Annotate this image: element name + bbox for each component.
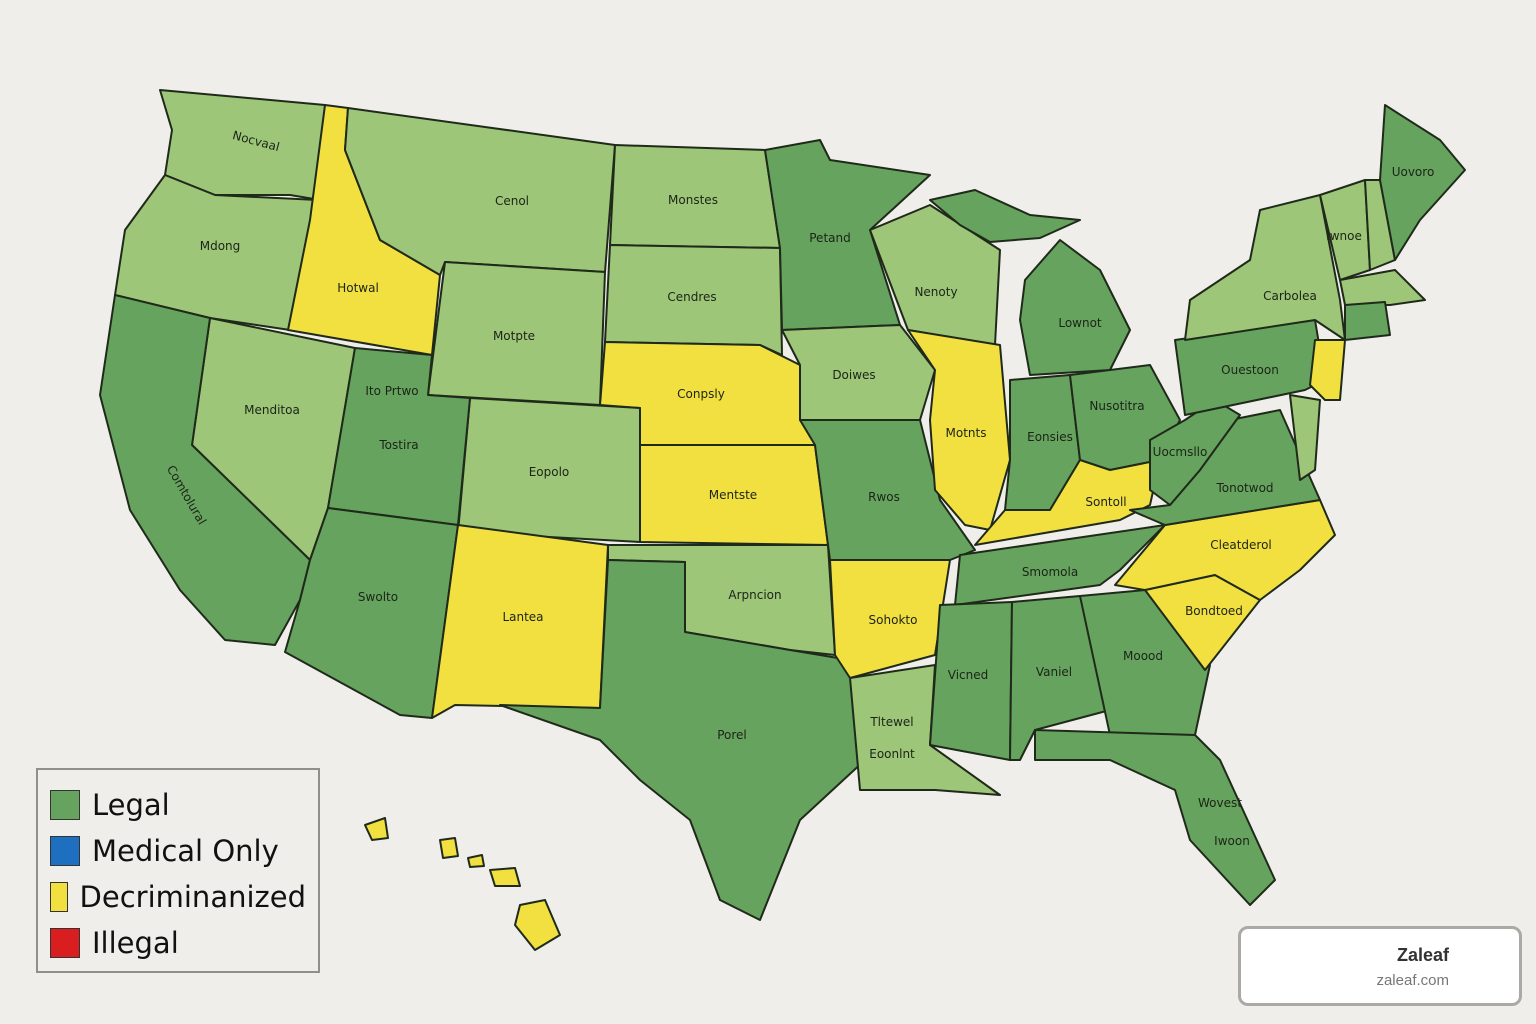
map-legend: Legal Medical Only Decriminanized Illega… — [36, 768, 320, 973]
state-label-ga: Moood — [1123, 649, 1163, 663]
legend-label: Decriminanized — [79, 880, 306, 914]
state-label-ok: Arpncion — [728, 588, 781, 602]
state-mi[interactable] — [1019, 239, 1131, 376]
state-label-nc: Cleatderol — [1210, 538, 1272, 552]
state-ga[interactable] — [1079, 589, 1211, 736]
state-ny[interactable] — [1184, 194, 1346, 341]
state-label-sd: Cendres — [667, 290, 716, 304]
legend-swatch — [50, 882, 68, 912]
state-hi[interactable] — [489, 867, 521, 887]
state-label-nd: Monstes — [668, 193, 718, 207]
legend-item-medical: Medical Only — [50, 828, 306, 874]
legend-item-decriminalized: Decriminanized — [50, 874, 306, 920]
state-label-wv: Uocmsllo — [1153, 445, 1208, 459]
state-ar[interactable] — [829, 559, 951, 679]
legend-item-illegal: Illegal — [50, 920, 306, 966]
state-me[interactable] — [1379, 104, 1466, 261]
state-label-ar: Sohokto — [869, 613, 918, 627]
state-wi[interactable] — [869, 204, 1001, 346]
state-or[interactable] — [114, 174, 319, 331]
state-label-wi: Nenoty — [914, 285, 957, 299]
state-label-in: Eonsies — [1027, 430, 1073, 444]
state-label-mo: Rwos — [868, 490, 900, 504]
state-il[interactable] — [907, 329, 1011, 531]
state-label-wy: Motpte — [493, 329, 535, 343]
state-tx[interactable] — [499, 559, 866, 921]
state-label-ky: Sontoll — [1085, 495, 1126, 509]
state-hi[interactable] — [514, 899, 561, 951]
state-up[interactable] — [929, 189, 1081, 243]
state-label-ny: Carbolea — [1263, 289, 1317, 303]
state-tn[interactable] — [954, 524, 1166, 606]
state-label-il: Motnts — [946, 426, 987, 440]
state-label-ut: Tostira — [378, 438, 418, 452]
state-label-id: Hotwal — [337, 281, 379, 295]
state-label-fl: Wovest — [1198, 796, 1242, 810]
state-label-ks: Mentste — [709, 488, 757, 502]
state-wv[interactable] — [1149, 399, 1241, 506]
state-ca[interactable] — [99, 294, 311, 646]
legend-swatch — [50, 836, 80, 866]
state-nj[interactable] — [1309, 339, 1346, 401]
state-label-sc: Bondtoed — [1185, 604, 1243, 618]
state-hi[interactable] — [467, 854, 485, 868]
state-label-oh: Nusotitra — [1089, 399, 1144, 413]
state-ma[interactable] — [1339, 269, 1426, 306]
state-label-la: Tltewel — [869, 715, 913, 729]
state-label-ne: Conpsly — [677, 387, 725, 401]
legend-label: Legal — [92, 788, 170, 822]
state-label-tx: Porel — [717, 728, 747, 742]
state-label-co: Eopolo — [529, 465, 570, 479]
state-label-nm: Lantea — [502, 610, 543, 624]
state-label-or: Mdong — [200, 239, 241, 253]
state-label-me: Uovoro — [1392, 165, 1435, 179]
legend-label: Illegal — [92, 926, 179, 960]
legend-swatch — [50, 790, 80, 820]
legend-swatch — [50, 928, 80, 958]
state-label-tn: Smomola — [1022, 565, 1078, 579]
badge-title: Zaleaf — [1396, 945, 1449, 965]
state-label-mi: Lownot — [1058, 316, 1102, 330]
state-ct[interactable] — [1344, 301, 1391, 341]
state-label-al: Vaniel — [1036, 665, 1072, 679]
state-sublabel: Eoonlnt — [869, 747, 915, 761]
state-label-va: Tonotwod — [1215, 481, 1273, 495]
legend-label: Medical Only — [92, 834, 279, 868]
state-label-az: Swolto — [358, 590, 398, 604]
state-hi[interactable] — [364, 817, 389, 841]
state-label-pa: Ouestoon — [1221, 363, 1279, 377]
state-label-vt: Iwnoe — [1326, 229, 1362, 243]
state-sublabel: Ito Prtwo — [365, 384, 418, 398]
state-fl[interactable] — [1034, 729, 1276, 906]
legend-item-legal: Legal — [50, 782, 306, 828]
state-label-mt: Cenol — [495, 194, 529, 208]
watermark-badge: Zaleaf zaleaf.com — [1238, 926, 1522, 1006]
state-label-ms: Vicned — [948, 668, 988, 682]
state-hi[interactable] — [439, 837, 459, 859]
state-label-ia: Doiwes — [832, 368, 875, 382]
state-label-nv: Menditoa — [244, 403, 300, 417]
state-md[interactable] — [1289, 394, 1321, 481]
state-label-mn: Petand — [809, 231, 850, 245]
state-sublabel: Iwoon — [1214, 834, 1250, 848]
badge-url: zaleaf.com — [1376, 972, 1449, 989]
